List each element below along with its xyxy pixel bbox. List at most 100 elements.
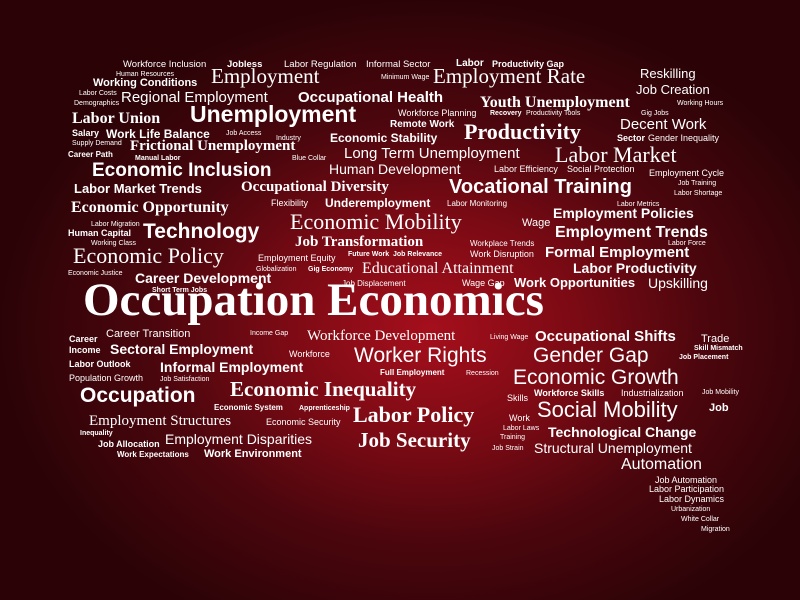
word: Skills [507, 393, 529, 403]
word: Working Hours [677, 100, 724, 107]
word: Work Disruption [470, 249, 534, 259]
word: Short Term Jobs [152, 287, 208, 294]
word: Population Growth [69, 373, 144, 383]
word: Job Strain [492, 445, 524, 452]
word: Working Conditions [93, 77, 198, 89]
word: Labor Policy [353, 402, 475, 427]
word: Job Transformation [295, 234, 424, 250]
word: Informal Employment [160, 359, 304, 375]
word: Labor Participation [649, 484, 725, 494]
word: Human Development [329, 161, 461, 177]
word: Decent Work [620, 116, 707, 133]
word: Educational Attainment [362, 260, 514, 277]
word: Workforce Skills [534, 388, 605, 398]
word: Work Environment [204, 448, 302, 460]
word: Sectoral Employment [110, 341, 254, 357]
word: Inequality [80, 430, 113, 437]
word: Job [709, 402, 729, 414]
word: Career Path [68, 150, 113, 159]
word: Long Term Unemployment [344, 145, 520, 162]
word: Workforce Development [307, 328, 456, 344]
word: Income Gap [250, 330, 289, 337]
word: Labor Laws [503, 425, 540, 432]
word: Productivity [464, 119, 581, 144]
word: Job Displacement [342, 279, 406, 288]
word: Labor Regulation [284, 59, 357, 70]
word: Job Training [678, 180, 717, 187]
word: Employment Policies [553, 205, 694, 221]
word: Workforce [289, 349, 330, 359]
word: Work Opportunities [514, 275, 636, 290]
word: Labor Monitoring [447, 199, 508, 208]
word: Salary [72, 128, 100, 138]
word: Economic Justice [68, 270, 123, 277]
word: Job Automation [655, 475, 718, 485]
word: Gender Inequality [648, 133, 720, 143]
word: Wage Gap [462, 278, 505, 288]
word: Remote Work [390, 119, 455, 130]
word: Labor Market Trends [74, 181, 202, 196]
word: Work [509, 413, 530, 423]
word: Human Capital [68, 228, 132, 238]
word: Flexibility [271, 198, 309, 208]
word: Job Access [226, 130, 262, 137]
word: Workplace Trends [470, 239, 535, 248]
word: Occupation [80, 384, 196, 407]
word: Labor [456, 58, 484, 69]
word: Recession [466, 370, 499, 377]
word: Productivity Tools [526, 110, 581, 117]
word: Social Protection [567, 164, 635, 174]
word: Training [500, 434, 526, 441]
word: Job Creation [636, 82, 710, 97]
word: Workforce Inclusion [123, 59, 207, 70]
word: White Collar [681, 516, 720, 523]
word: Labor Migration [91, 221, 140, 228]
word: Career Development [135, 270, 272, 286]
word: Trade [701, 333, 730, 345]
word: Technological Change [548, 424, 697, 440]
word: Economic Inequality [230, 377, 417, 401]
word: Jobless [227, 59, 263, 70]
word: Income [69, 345, 101, 355]
word: Workforce Planning [398, 108, 477, 118]
word: Labor Metrics [617, 201, 660, 208]
word: Worker Rights [354, 344, 487, 367]
word: Structural Unemployment [534, 440, 692, 456]
word: Employment Rate [433, 64, 586, 88]
word: Career Transition [106, 328, 191, 340]
word: Occupational Diversity [241, 179, 389, 195]
word: Job Relevance [393, 251, 443, 258]
word: Gig Jobs [641, 110, 669, 117]
word: Job Placement [679, 354, 729, 361]
word: Occupational Shifts [535, 328, 676, 345]
word: Work Expectations [117, 450, 189, 459]
word: Reskilling [640, 66, 696, 81]
word: Employment Cycle [649, 168, 725, 178]
word: Social Mobility [537, 397, 678, 422]
word: Apprenticeship [299, 405, 350, 412]
word: Employment Equity [258, 253, 336, 263]
word: Labor Efficiency [494, 164, 558, 174]
word: Recovery [490, 110, 522, 117]
word: Skill Mismatch [694, 345, 743, 352]
word: Informal Sector [366, 59, 431, 70]
word: Job Satisfaction [160, 376, 210, 383]
word: Productivity Gap [492, 59, 565, 69]
word: Labor Productivity [573, 260, 697, 276]
word: Underemployment [325, 196, 431, 210]
word: Youth Unemployment [480, 94, 630, 111]
word: Employment Trends [555, 224, 708, 241]
word: Full Employment [380, 368, 445, 377]
word: Industry [276, 135, 301, 142]
word: Industrialization [621, 388, 684, 398]
word: Upskilling [648, 275, 708, 291]
word: Migration [701, 526, 730, 533]
word: Blue Collar [292, 155, 327, 162]
word: Employment [211, 64, 320, 88]
word: Work Life Balance [106, 127, 210, 141]
word: Labor Shortage [674, 190, 723, 197]
word: Human Resources [116, 71, 174, 78]
word: Economic Security [266, 417, 341, 427]
word: Frictional Unemployment [130, 138, 296, 154]
word: Economic Mobility [290, 209, 462, 234]
